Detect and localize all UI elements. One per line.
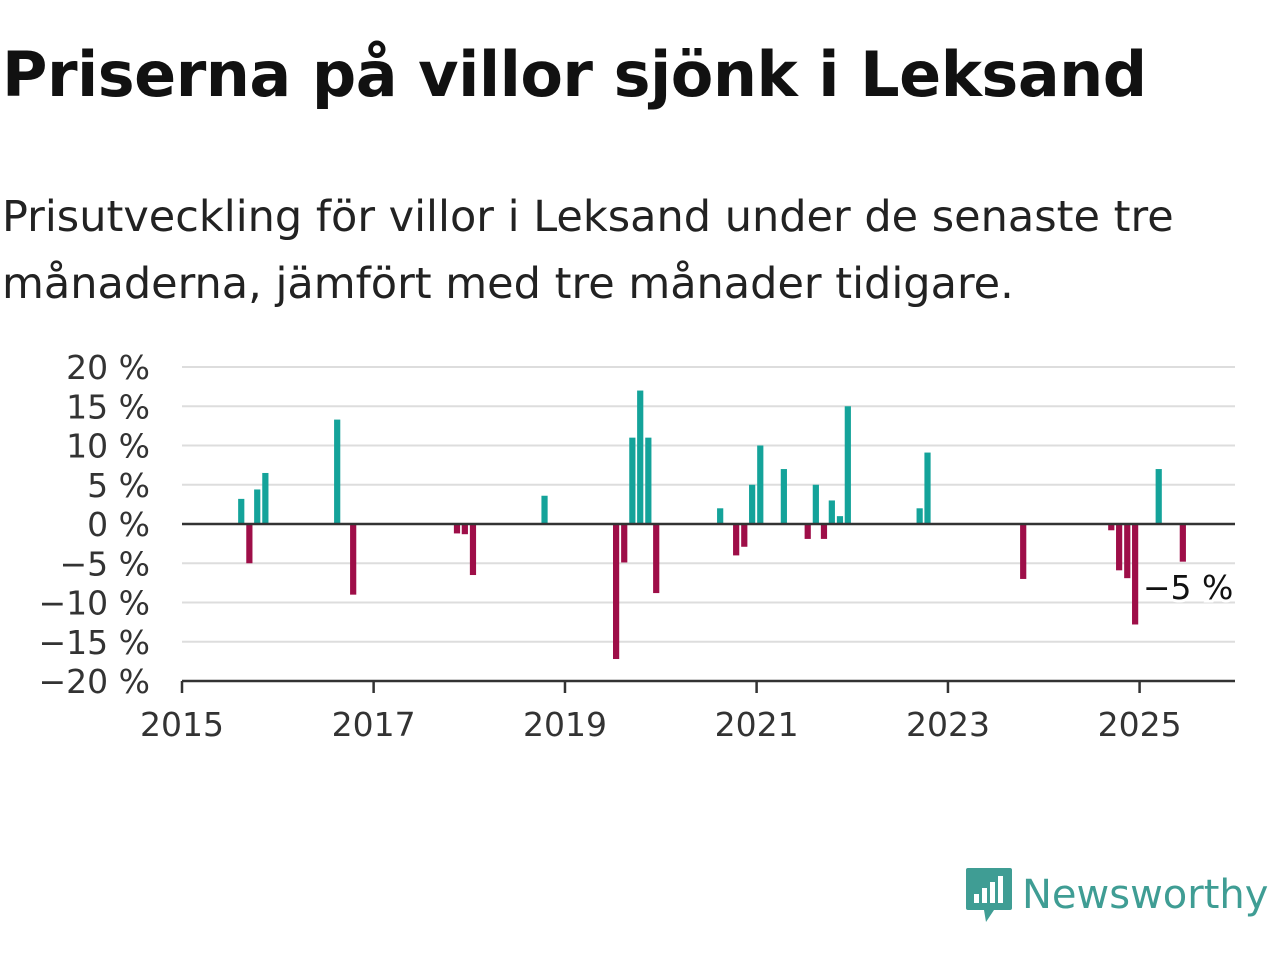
bar	[916, 508, 923, 524]
bar	[262, 472, 269, 524]
y-tick-label: −5 %	[60, 544, 151, 583]
brand-name: Newsworthy	[1022, 872, 1269, 918]
x-tick-label: 2025	[1098, 705, 1182, 744]
bar	[334, 419, 341, 524]
grid-lines	[182, 366, 1235, 682]
bar	[812, 484, 819, 524]
y-tick-label: 10 %	[66, 427, 150, 466]
bar	[1116, 524, 1123, 571]
bar	[1108, 524, 1115, 531]
x-tick-label: 2021	[715, 705, 799, 744]
y-tick-label: −15 %	[39, 623, 151, 662]
bar	[238, 498, 245, 524]
bar	[757, 445, 764, 524]
bar	[1179, 524, 1186, 562]
bar	[804, 524, 811, 539]
bar	[653, 524, 660, 594]
x-tick-label: 2019	[523, 705, 607, 744]
y-tick-label: 20 %	[66, 348, 150, 387]
bar	[541, 495, 548, 524]
y-tick-label: −20 %	[39, 662, 151, 701]
bar	[717, 508, 724, 524]
bar	[637, 390, 644, 524]
y-tick-label: 5 %	[87, 466, 150, 505]
bars	[238, 390, 1186, 660]
bar	[733, 524, 740, 556]
axis-labels: 20 %15 %10 %5 %0 %−5 %−10 %−15 %−20 %201…	[39, 348, 1237, 744]
y-tick-label: 15 %	[66, 387, 150, 426]
bar	[1155, 469, 1162, 524]
bar	[1132, 524, 1139, 625]
bar	[453, 524, 461, 534]
bar	[612, 524, 620, 660]
bar	[836, 516, 844, 524]
page-subtitle: Prisutveckling för villor i Leksand unde…	[2, 192, 1174, 309]
bar	[645, 437, 652, 524]
x-tick-label: 2017	[332, 705, 416, 744]
bar	[749, 484, 756, 524]
bar	[1020, 524, 1027, 579]
y-tick-label: −10 %	[39, 584, 151, 623]
bar	[621, 524, 628, 563]
bar-chart: 20 %15 %10 %5 %0 %−5 %−10 %−15 %−20 %201…	[39, 348, 1237, 744]
bar	[844, 406, 851, 524]
annotation-label: −5 %	[1143, 568, 1234, 607]
brand-logo: Newsworthy	[964, 866, 1268, 924]
bar	[350, 524, 357, 595]
page-title: Priserna på villor sjönk i Leksand	[2, 38, 1147, 111]
bar	[629, 437, 636, 524]
bar	[741, 524, 748, 547]
bar	[828, 500, 835, 524]
bar	[254, 489, 261, 524]
x-tick-label: 2015	[140, 705, 224, 744]
bar	[780, 469, 787, 524]
bar	[1124, 524, 1131, 579]
bar	[246, 524, 253, 564]
bar	[461, 524, 468, 535]
bar	[820, 524, 828, 539]
x-tick-label: 2023	[906, 705, 990, 744]
bar	[924, 452, 931, 524]
axes	[180, 522, 1235, 693]
bar	[469, 524, 477, 576]
y-tick-label: 0 %	[87, 505, 150, 544]
newsworthy-logo-icon	[966, 868, 1012, 922]
